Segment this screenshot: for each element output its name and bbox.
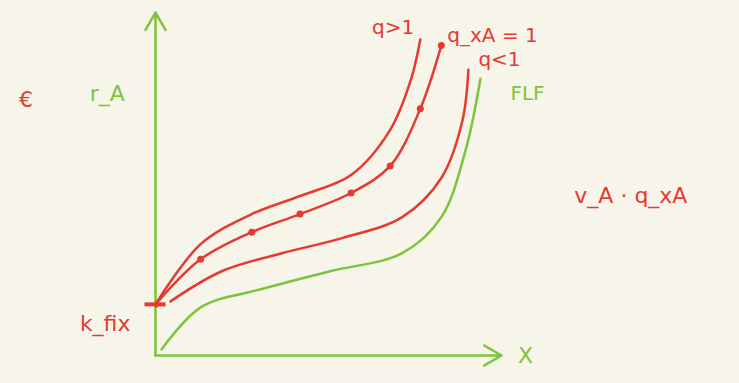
svg-text:€: € — [19, 87, 33, 112]
svg-text:q>1: q>1 — [372, 15, 414, 39]
svg-text:q<1: q<1 — [478, 47, 520, 71]
svg-text:v_A · q_xA: v_A · q_xA — [574, 183, 687, 209]
svg-text:X: X — [518, 343, 533, 368]
svg-text:r_A: r_A — [90, 81, 125, 107]
svg-text:k_fix: k_fix — [80, 311, 131, 337]
svg-text:FLF: FLF — [510, 81, 544, 105]
svg-text:q_xA = 1: q_xA = 1 — [447, 23, 537, 47]
